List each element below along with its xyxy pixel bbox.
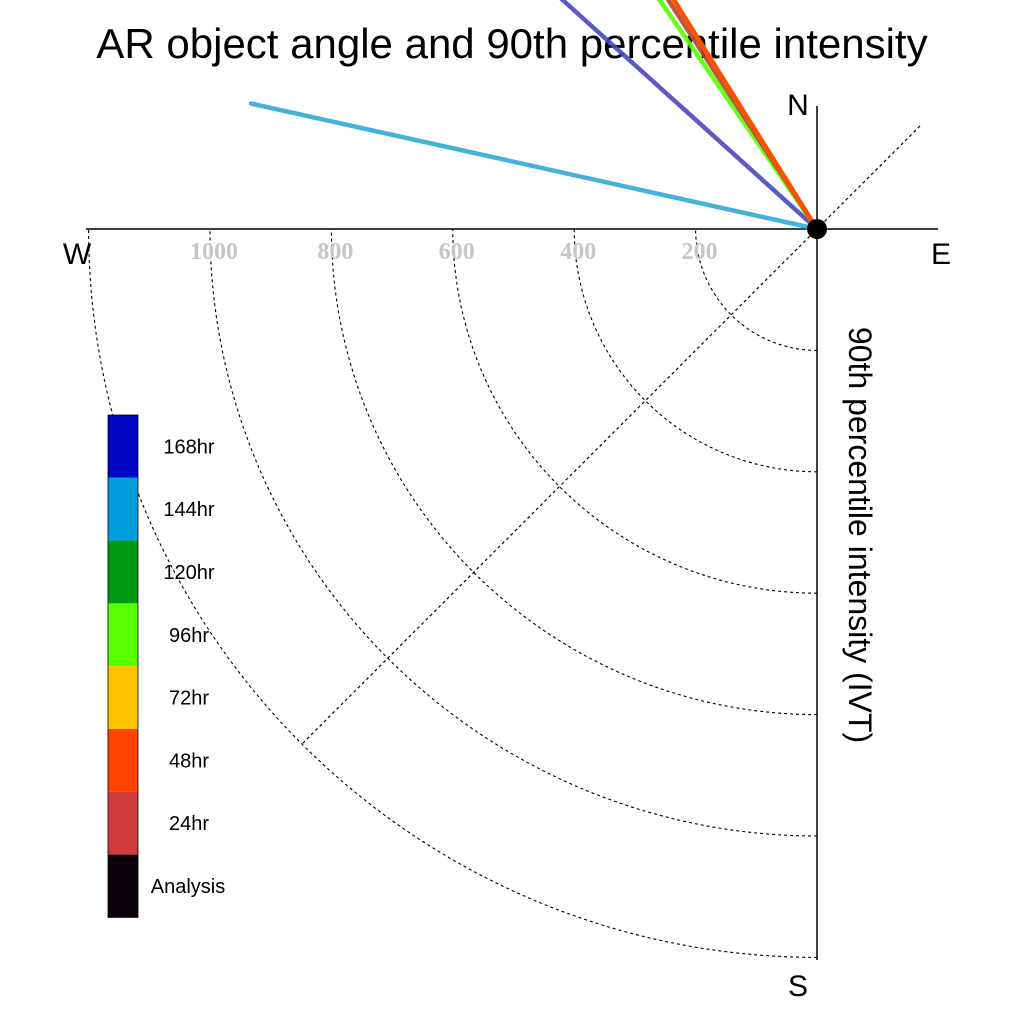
range-ring — [573, 228, 818, 473]
y-axis-title: 90th percentile intensity (IVT) — [842, 327, 878, 743]
legend-label-168hr: 168hr — [163, 436, 214, 458]
legend-label-Analysis: Analysis — [151, 876, 225, 898]
legend-label-72hr: 72hr — [169, 688, 209, 710]
chart-title: AR object angle and 90th percentile inte… — [96, 20, 927, 67]
legend-label-144hr: 144hr — [163, 499, 214, 521]
series-line-168hr — [559, 0, 820, 232]
range-ring — [695, 228, 818, 351]
legend-swatch-96hr — [108, 603, 138, 667]
legend-frame — [107, 414, 139, 918]
legend-swatch-48hr — [108, 729, 138, 792]
tick-label: 400 — [560, 239, 596, 265]
tick-label: 600 — [439, 239, 475, 265]
legend: 168hr 144hr 120hr 96hr 72hr 48hr 24hr Analysis — [107, 414, 225, 918]
range-ring — [88, 228, 818, 958]
tick-label: 800 — [317, 239, 353, 265]
legend-swatch-72hr — [108, 666, 138, 729]
legend-label-96hr: 96hr — [169, 625, 209, 647]
legend-label-120hr: 120hr — [163, 562, 214, 584]
radius-tick-labels: 200 400 600 800 1000 — [190, 239, 718, 265]
range-ring — [330, 228, 818, 716]
compass-south-label: S — [788, 970, 808, 1003]
legend-label-24hr: 24hr — [169, 813, 209, 835]
series-lines — [248, 0, 820, 232]
range-ring — [452, 228, 818, 594]
legend-label-48hr: 48hr — [169, 750, 209, 772]
legend-swatch-24hr — [108, 791, 138, 855]
compass-east-label: E — [931, 238, 951, 271]
diagonal-guide-line — [301, 125, 921, 745]
series-line-144hr — [248, 101, 820, 232]
legend-swatch-Analysis — [108, 854, 138, 918]
compass-north-label: N — [787, 89, 809, 122]
compass-west-label: W — [63, 238, 92, 271]
legend-swatch-120hr — [108, 540, 138, 604]
tick-label: 200 — [682, 239, 718, 265]
origin-marker — [807, 219, 827, 239]
legend-swatch-144hr — [108, 477, 138, 541]
series-line-48hr — [671, 0, 820, 232]
legend-swatch-168hr — [108, 415, 138, 478]
tick-label: 1000 — [190, 239, 238, 265]
